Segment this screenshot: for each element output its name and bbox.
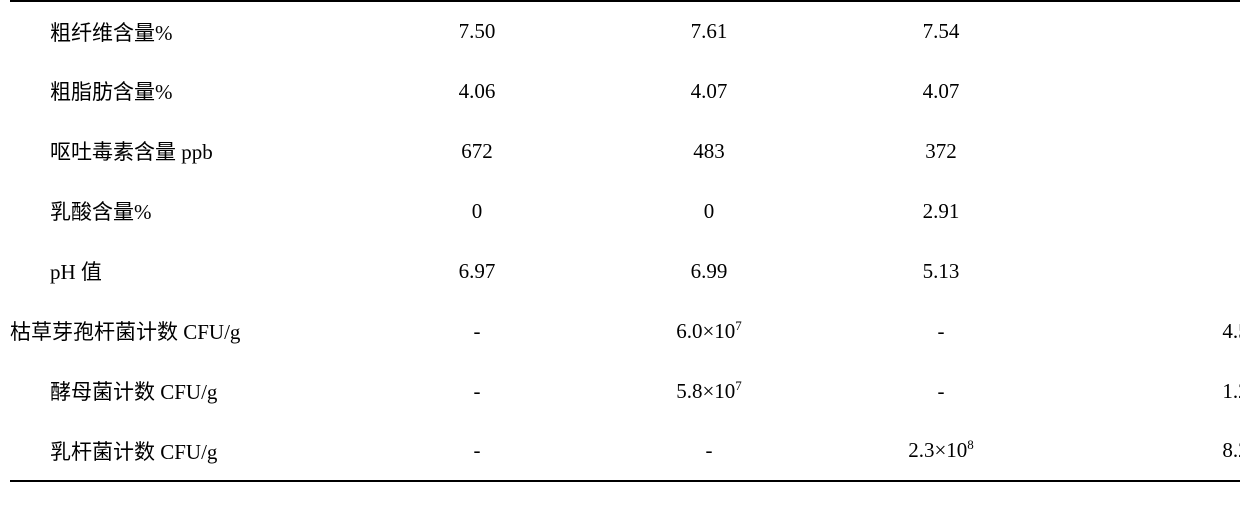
row-label: 粗纤维含量% xyxy=(10,1,361,61)
row-value: 7.81 xyxy=(1057,1,1240,61)
row-value: 4.5×107 xyxy=(1057,301,1240,361)
table-row: 粗纤维含量%7.507.617.547.81 xyxy=(10,1,1240,61)
row-value: 672 xyxy=(361,121,593,181)
row-value: 8.2×109 xyxy=(1057,421,1240,481)
row-value: - xyxy=(593,421,825,481)
row-value: 2.91 xyxy=(825,181,1057,241)
row-value: 4.07 xyxy=(825,61,1057,121)
row-value: 4.08 xyxy=(1057,61,1240,121)
row-value: 5.13 xyxy=(825,241,1057,301)
table-container: 粗纤维含量%7.507.617.547.81粗脂肪含量%4.064.074.07… xyxy=(0,0,1240,482)
row-value: 3.01 xyxy=(1057,181,1240,241)
row-value: 483 xyxy=(593,121,825,181)
row-label: pH 值 xyxy=(10,241,361,301)
table-row: 呕吐毒素含量 ppb67248337298 xyxy=(10,121,1240,181)
data-table-body: 粗纤维含量%7.507.617.547.81粗脂肪含量%4.064.074.07… xyxy=(10,1,1240,481)
data-table: 粗纤维含量%7.507.617.547.81粗脂肪含量%4.064.074.07… xyxy=(10,0,1240,482)
row-value: 4.07 xyxy=(593,61,825,121)
row-value: 6.99 xyxy=(593,241,825,301)
row-value: - xyxy=(825,301,1057,361)
row-value: - xyxy=(361,361,593,421)
row-label: 粗脂肪含量% xyxy=(10,61,361,121)
row-value: - xyxy=(361,301,593,361)
table-row: 酵母菌计数 CFU/g-5.8×107-1.2×108 xyxy=(10,361,1240,421)
table-row: pH 值6.976.995.134.86 xyxy=(10,241,1240,301)
row-value: 7.50 xyxy=(361,1,593,61)
row-value: 98 xyxy=(1057,121,1240,181)
row-value: 1.2×108 xyxy=(1057,361,1240,421)
table-row: 乳酸含量%002.913.01 xyxy=(10,181,1240,241)
row-value: 2.3×108 xyxy=(825,421,1057,481)
row-value: - xyxy=(825,361,1057,421)
row-value: - xyxy=(361,421,593,481)
row-label: 乳酸含量% xyxy=(10,181,361,241)
row-value: 0 xyxy=(593,181,825,241)
row-value: 4.86 xyxy=(1057,241,1240,301)
row-value: 6.97 xyxy=(361,241,593,301)
row-label: 呕吐毒素含量 ppb xyxy=(10,121,361,181)
row-value: 4.06 xyxy=(361,61,593,121)
table-row: 乳杆菌计数 CFU/g--2.3×1088.2×109 xyxy=(10,421,1240,481)
row-value: 6.0×107 xyxy=(593,301,825,361)
row-value: 0 xyxy=(361,181,593,241)
row-label: 乳杆菌计数 CFU/g xyxy=(10,421,361,481)
row-value: 372 xyxy=(825,121,1057,181)
table-row: 粗脂肪含量%4.064.074.074.08 xyxy=(10,61,1240,121)
row-label: 酵母菌计数 CFU/g xyxy=(10,361,361,421)
row-value: 7.61 xyxy=(593,1,825,61)
row-label: 枯草芽孢杆菌计数 CFU/g xyxy=(10,301,361,361)
row-value: 5.8×107 xyxy=(593,361,825,421)
table-row: 枯草芽孢杆菌计数 CFU/g-6.0×107-4.5×107 xyxy=(10,301,1240,361)
row-value: 7.54 xyxy=(825,1,1057,61)
